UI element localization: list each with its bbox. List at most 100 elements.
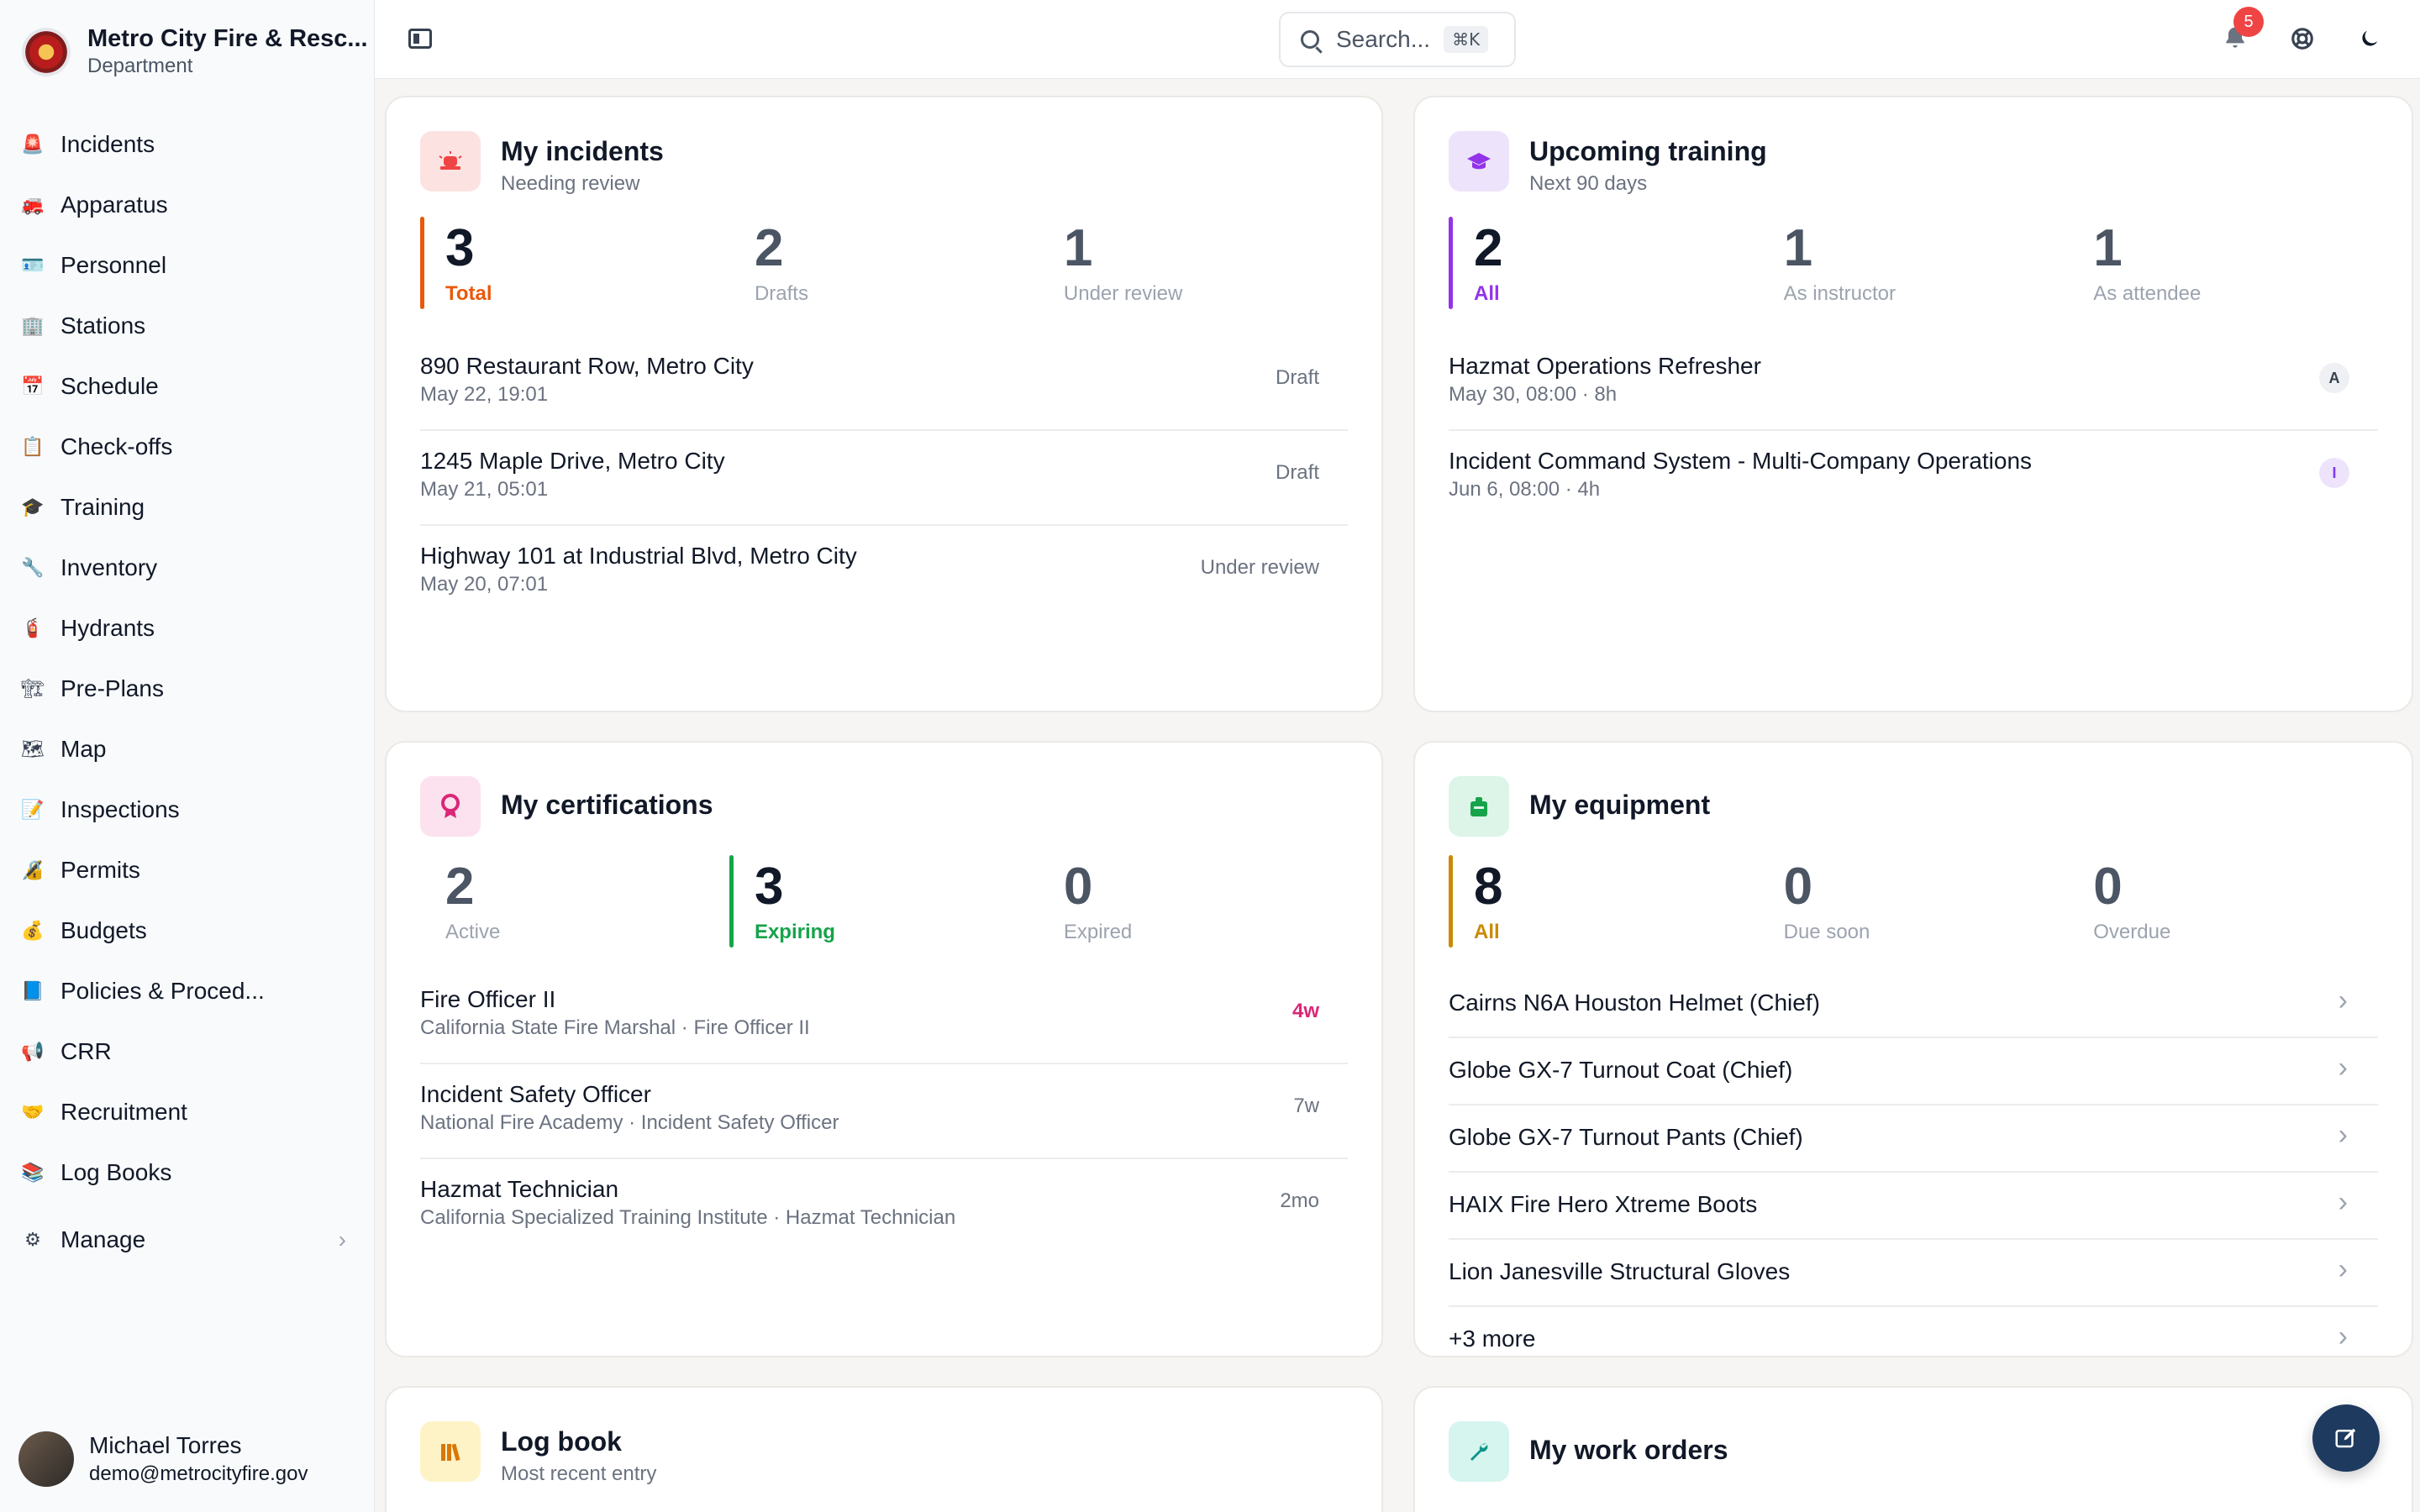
stat-total[interactable]: 3 Total <box>420 217 729 309</box>
sidebar-item-label: Inventory <box>60 554 158 580</box>
incident-row[interactable]: Highway 101 at Industrial Blvd, Metro Ci… <box>420 526 1348 621</box>
sidebar-item-training[interactable]: 🎓 Training <box>0 477 375 538</box>
sidebar-item-inventory[interactable]: 🔧 Inventory <box>0 538 375 598</box>
sidebar-item-label: Permits <box>60 857 140 883</box>
sidebar-item-hydrants[interactable]: 🧯 Hydrants <box>0 598 375 659</box>
incident-row[interactable]: 890 Restaurant Row, Metro City May 22, 1… <box>420 336 1348 431</box>
sidebar-item-personnel[interactable]: 🪪 Personnel <box>0 235 375 296</box>
sidebar-item-inspections[interactable]: 📝 Inspections <box>0 780 375 840</box>
my-work-orders-card: My work orders <box>1413 1386 2413 1512</box>
sidebar-item-policies-proced[interactable]: 📘 Policies & Proced... <box>0 961 375 1021</box>
sidebar-item-log-books[interactable]: 📚 Log Books <box>0 1142 375 1203</box>
sidebar-item-budgets[interactable]: 💰 Budgets <box>0 900 375 961</box>
certification-row[interactable]: Fire Officer II California State Fire Ma… <box>420 969 1348 1064</box>
sidebar-item-label: Policies & Proced... <box>60 978 265 1004</box>
books-icon <box>420 1421 481 1482</box>
stat-all[interactable]: 2 All <box>1449 217 1759 309</box>
stat-label: Overdue <box>2093 921 2171 943</box>
clipboard-list-icon: 📝 <box>21 799 45 820</box>
certification-issuer: California State Fire Marshal · Fire Off… <box>420 1016 810 1039</box>
certification-row[interactable]: Hazmat Technician California Specialized… <box>420 1159 1348 1254</box>
card-title: Log book <box>501 1426 622 1457</box>
certification-row[interactable]: Incident Safety Officer National Fire Ac… <box>420 1064 1348 1159</box>
award-ribbon-icon <box>420 776 481 837</box>
sidebar-item-label: Schedule <box>60 373 159 399</box>
stat-label: Under review <box>1063 282 1183 305</box>
sidebar-item-stations[interactable]: 🏢 Stations <box>0 296 375 356</box>
money-bag-icon: 💰 <box>21 920 45 941</box>
fire-truck-icon: 🚒 <box>21 194 45 215</box>
equipment-name: Globe GX-7 Turnout Coat (Chief) <box>1449 1057 1793 1083</box>
incident-status: Under review <box>1200 556 1319 579</box>
sidebar-item-pre-plans[interactable]: 🏗 Pre-Plans <box>0 659 375 719</box>
help-lifebuoy-icon[interactable] <box>2286 22 2319 55</box>
equipment-row[interactable]: Globe GX-7 Turnout Coat (Chief) › <box>1449 1038 2378 1105</box>
training-row[interactable]: Hazmat Operations Refresher May 30, 08:0… <box>1449 336 2378 431</box>
user-profile[interactable]: Michael Torres demo@metrocityfire.gov <box>18 1431 308 1487</box>
stat-as-instructor[interactable]: 1 As instructor <box>1759 217 2069 309</box>
instructor-role-badge: I <box>2319 458 2349 488</box>
incident-time: May 20, 07:01 <box>420 573 549 596</box>
stat-as-attendee[interactable]: 1 As attendee <box>2068 217 2378 309</box>
sidebar-item-recruitment[interactable]: 🤝 Recruitment <box>0 1082 375 1142</box>
map-icon: 🗺 <box>21 738 45 759</box>
card-subtitle: Next 90 days <box>1529 172 1648 195</box>
stat-under-review[interactable]: 1 Under review <box>1039 217 1348 309</box>
stat-label: All <box>1474 921 1500 943</box>
stat-active[interactable]: 2 Active <box>420 855 729 948</box>
stat-overdue[interactable]: 0 Overdue <box>2068 855 2378 948</box>
department-logo <box>22 27 71 76</box>
sidebar-item-map[interactable]: 🗺 Map <box>0 719 375 780</box>
notifications-bell-icon[interactable]: 5 <box>2218 7 2264 55</box>
building-icon: 🏢 <box>21 315 45 336</box>
certification-name: Hazmat Technician <box>420 1176 619 1202</box>
incident-row[interactable]: 1245 Maple Drive, Metro City May 21, 05:… <box>420 431 1348 526</box>
sidebar-item-manage[interactable]: ⚙ Manage › <box>0 1210 375 1270</box>
certification-due: 4w <box>1292 1000 1319 1022</box>
stat-drafts[interactable]: 2 Drafts <box>729 217 1039 309</box>
notification-count-badge: 5 <box>2233 7 2264 37</box>
gear-icon: ⚙ <box>24 1229 41 1250</box>
compose-button[interactable] <box>2312 1404 2380 1472</box>
brand[interactable]: Metro City Fire & Resc... Department <box>22 25 368 78</box>
sidebar-toggle-icon[interactable] <box>408 29 432 49</box>
sidebar-item-schedule[interactable]: 📅 Schedule <box>0 356 375 417</box>
stat-value: 0 <box>1063 858 1093 916</box>
card-subtitle: Needing review <box>501 172 640 195</box>
sidebar-item-label: CRR <box>60 1038 112 1064</box>
search-input[interactable]: Search... ⌘K <box>1279 12 1516 67</box>
chevron-right-icon: › <box>2338 1186 2348 1218</box>
incident-time: May 21, 05:01 <box>420 478 549 501</box>
upcoming-training-card: Upcoming training Next 90 days 2 All 1 A… <box>1413 96 2413 712</box>
training-time: Jun 6, 08:00 · 4h <box>1449 478 1601 501</box>
chevron-right-icon: › <box>2338 1320 2348 1352</box>
training-row[interactable]: Incident Command System - Multi-Company … <box>1449 431 2378 526</box>
card-title: My work orders <box>1529 1435 1728 1465</box>
equipment-name: Cairns N6A Houston Helmet (Chief) <box>1449 990 1820 1016</box>
sidebar-item-incidents[interactable]: 🚨 Incidents <box>0 114 375 175</box>
dark-mode-moon-icon[interactable] <box>2353 22 2386 55</box>
stat-value: 3 <box>754 858 784 916</box>
equipment-row[interactable]: Globe GX-7 Turnout Pants (Chief) › <box>1449 1105 2378 1173</box>
stat-value: 1 <box>1063 219 1093 277</box>
equipment-row[interactable]: Lion Janesville Structural Gloves › <box>1449 1240 2378 1307</box>
sidebar-item-permits[interactable]: 🔏 Permits <box>0 840 375 900</box>
equipment-row[interactable]: Cairns N6A Houston Helmet (Chief) › <box>1449 971 2378 1038</box>
book-icon: 📘 <box>21 980 45 1001</box>
search-placeholder: Search... <box>1336 26 1431 52</box>
sidebar-item-crr[interactable]: 📢 CRR <box>0 1021 375 1082</box>
stat-due-soon[interactable]: 0 Due soon <box>1759 855 2069 948</box>
my-incidents-card: My incidents Needing review 3 Total 2 Dr… <box>385 96 1383 712</box>
stat-all[interactable]: 8 All <box>1449 855 1759 948</box>
graduation-cap-icon: 🎓 <box>21 496 45 517</box>
equipment-row[interactable]: HAIX Fire Hero Xtreme Boots › <box>1449 1173 2378 1240</box>
show-more-equipment[interactable]: +3 more › <box>1449 1307 2378 1374</box>
certification-due: 2mo <box>1280 1189 1319 1212</box>
stat-expired[interactable]: 0 Expired <box>1039 855 1348 948</box>
sidebar-item-apparatus[interactable]: 🚒 Apparatus <box>0 175 375 235</box>
stat-label: Active <box>445 921 501 943</box>
sidebar-item-check-offs[interactable]: 📋 Check-offs <box>0 417 375 477</box>
stat-expiring[interactable]: 3 Expiring <box>729 855 1039 948</box>
stat-value: 2 <box>1474 219 1503 277</box>
chevron-right-icon: › <box>2338 1253 2348 1285</box>
